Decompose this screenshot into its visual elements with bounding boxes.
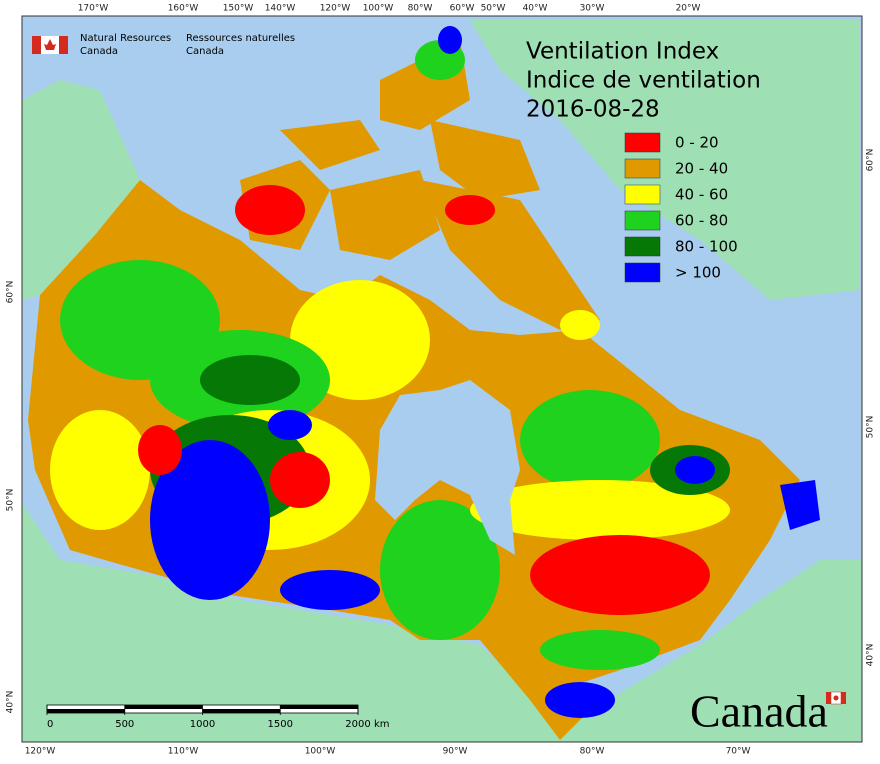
scale-tick-label: 0 — [47, 719, 53, 730]
lat-label: 60°N — [6, 281, 16, 304]
lon-label: 150°W — [223, 4, 254, 14]
lon-label: 110°W — [168, 747, 199, 757]
newfoundland — [780, 480, 820, 530]
scale-unit: km — [374, 719, 390, 730]
lon-label: 40°W — [523, 4, 548, 14]
greenland — [470, 20, 860, 300]
legend: 0 - 20 20 - 40 40 - 60 60 - 80 80 - 100 > 100 — [624, 132, 738, 283]
legend-swatch — [624, 262, 661, 283]
scale-bar-segment — [124, 705, 203, 709]
lon-label: 80°W — [580, 747, 605, 757]
lon-label: 50°W — [481, 4, 506, 14]
lon-label: 70°W — [726, 747, 751, 757]
lon-label: 120°W — [25, 747, 56, 757]
legend-label: 40 - 60 — [675, 186, 728, 204]
legend-swatch — [624, 184, 661, 205]
lon-label: 160°W — [168, 4, 199, 14]
lat-label: 60°N — [866, 149, 876, 172]
org-en: Canada — [80, 46, 118, 57]
org-en: Natural Resources — [80, 33, 171, 44]
org-fr: Canada — [186, 46, 224, 57]
flag-bar — [32, 36, 41, 54]
graticule-labels: 170°W 160°W 150°W 140°W 120°W 100°W 80°W 60°W 50… — [6, 4, 876, 757]
legend-label: 60 - 80 — [675, 212, 728, 230]
scale-tick-label: 2000 — [345, 719, 370, 730]
legend-label: > 100 — [675, 264, 721, 282]
legend-swatch — [624, 132, 661, 153]
lon-label: 60°W — [450, 4, 475, 14]
lon-label: 100°W — [305, 747, 336, 757]
lat-label: 50°N — [6, 489, 16, 512]
lat-label: 50°N — [866, 416, 876, 439]
lat-label: 40°N — [6, 691, 16, 714]
hudson-bay — [375, 380, 520, 555]
scale-bar: 0 500 1000 1500 2000 km — [46, 704, 390, 730]
lon-label: 90°W — [443, 747, 468, 757]
wordmark: Canada — [690, 686, 828, 737]
lat-label: 40°N — [866, 644, 876, 667]
legend-label: 0 - 20 — [675, 134, 719, 152]
island — [280, 120, 380, 170]
scale-bar-segment — [47, 709, 125, 713]
maple-leaf — [44, 39, 56, 50]
title: Ventilation Index — [526, 39, 719, 65]
usa — [22, 503, 862, 742]
island — [430, 120, 540, 200]
scale-tick-label: 1500 — [268, 719, 293, 730]
date: 2016-08-28 — [526, 97, 660, 123]
lon-label: 120°W — [320, 4, 351, 14]
legend-swatch — [624, 158, 661, 179]
zones — [50, 26, 730, 718]
lon-label: 30°W — [580, 4, 605, 14]
org-fr: Ressources naturelles — [186, 33, 295, 44]
title: Indice de ventilation — [526, 68, 761, 94]
legend-label: 80 - 100 — [675, 238, 738, 256]
map-frame — [21, 15, 863, 743]
legend-label: 20 - 40 — [675, 160, 728, 178]
scale-bar-segment — [280, 705, 358, 709]
scale-bar-segment — [202, 709, 281, 713]
lon-label: 80°W — [408, 4, 433, 14]
island — [330, 170, 440, 260]
legend-swatch — [624, 210, 661, 231]
map-body — [22, 16, 862, 742]
scale-tick-label: 500 — [115, 719, 134, 730]
lon-label: 170°W — [78, 4, 109, 14]
alaska — [22, 80, 140, 300]
lon-label: 100°W — [363, 4, 394, 14]
lon-label: 20°W — [676, 4, 701, 14]
scale-tick-label: 1000 — [190, 719, 215, 730]
legend-swatch — [624, 236, 661, 257]
nrcan-signature: Natural Resources Canada Ressources natu… — [32, 33, 295, 57]
lon-label: 140°W — [265, 4, 296, 14]
wordmark-flag — [826, 691, 846, 705]
flag-bar — [59, 36, 68, 54]
